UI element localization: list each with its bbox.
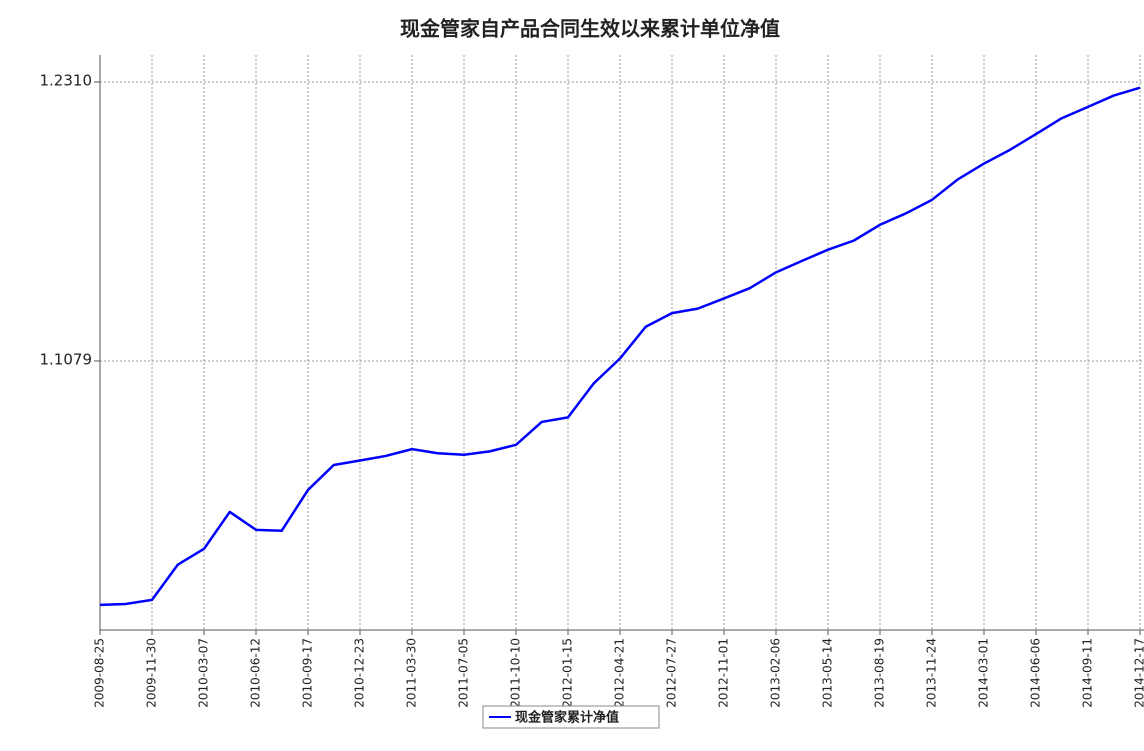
x-tick-label: 2011-03-30 — [405, 638, 419, 708]
x-tick-label: 2009-11-30 — [145, 638, 159, 708]
x-tick-label: 2011-10-10 — [509, 638, 523, 708]
x-tick-label: 2012-04-21 — [613, 638, 627, 708]
x-tick-label: 2013-02-06 — [769, 638, 783, 708]
x-tick-label: 2012-07-27 — [665, 638, 679, 708]
x-tick-label: 2012-11-01 — [717, 638, 731, 708]
legend-box — [482, 705, 660, 729]
x-tick-label: 2011-07-05 — [457, 638, 471, 708]
x-tick-label: 2013-11-24 — [925, 638, 939, 708]
x-tick-label: 2010-06-12 — [249, 638, 263, 708]
x-tick-label: 2014-03-01 — [977, 638, 991, 708]
x-tick-label: 2010-09-17 — [301, 638, 315, 708]
x-tick-label: 2014-09-11 — [1081, 638, 1095, 708]
data-line — [99, 86, 1141, 607]
x-tick-label: 2009-08-25 — [93, 638, 107, 708]
y-tick-label: 1.2310 — [40, 71, 93, 89]
x-tick-label: 2013-05-14 — [821, 638, 835, 708]
x-tick-label: 2014-12-17 — [1133, 638, 1144, 708]
x-tick-label: 2012-01-15 — [561, 638, 575, 708]
x-tick-label: 2010-12-23 — [353, 638, 367, 708]
chart-title: 现金管家自产品合同生效以来累计单位净值 — [400, 17, 780, 41]
x-tick-label: 2014-06-06 — [1029, 638, 1043, 708]
legend-label: 现金管家累计净值 — [515, 710, 619, 726]
legend: 现金管家累计净值 — [482, 705, 660, 729]
x-tick-label: 2010-03-07 — [197, 638, 211, 708]
x-tick-label: 2013-08-19 — [873, 638, 887, 708]
y-tick-label: 1.1079 — [40, 350, 93, 368]
